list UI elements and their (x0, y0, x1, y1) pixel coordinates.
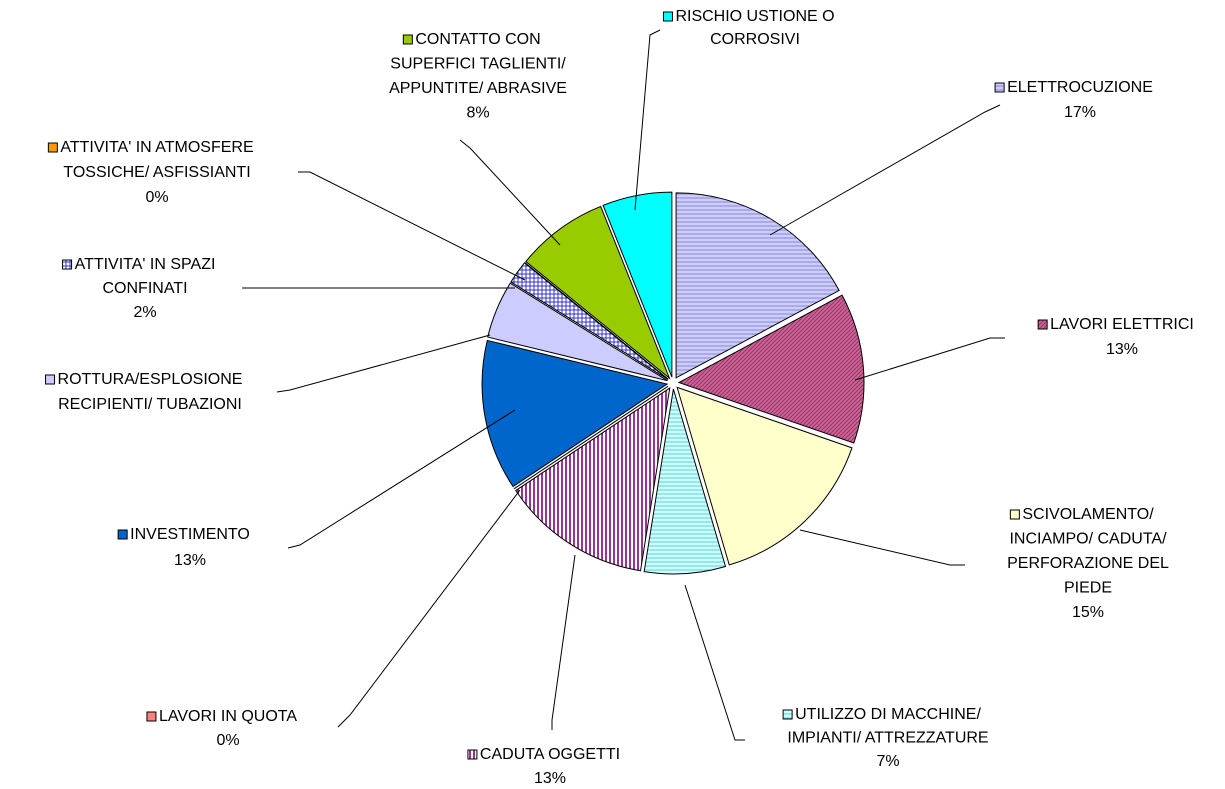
legend-key (782, 709, 793, 720)
slice-label: ELETTROCUZIONE (1007, 79, 1153, 96)
slice-label: ATTIVITA' IN ATMOSFERE (60, 139, 253, 156)
slice-label: CONTATTO CON (415, 31, 540, 48)
slice-label: LAVORI IN QUOTA (159, 708, 297, 725)
slice-label: CADUTA OGGETTI (480, 746, 620, 763)
pie-slice (487, 282, 668, 382)
legend-key (146, 711, 157, 722)
slice-label: APPUNTITE/ ABRASIVE (389, 80, 567, 97)
legend-key (662, 11, 673, 22)
slice-label: IMPIANTI/ ATTREZZATURE (787, 730, 988, 747)
value-label: 15% (1072, 604, 1104, 621)
pie-slice (602, 191, 673, 378)
slice-label: ATTIVITA' IN SPAZI (75, 256, 216, 273)
leader-line (459, 139, 561, 246)
slice-label: PERFORAZIONE DEL (1007, 555, 1169, 572)
slice-label: TOSSICHE/ ASFISSIANTI (63, 164, 250, 181)
pie-slice (677, 294, 865, 444)
legend-key (62, 259, 73, 270)
legend-key (402, 34, 413, 45)
slice-label: CONFINATI (102, 280, 187, 297)
value-label: 17% (1064, 104, 1096, 121)
leader-line (287, 409, 516, 549)
pie-slice (525, 205, 671, 380)
leader-line (298, 171, 526, 281)
pie-slice (481, 339, 669, 488)
legend-key (1009, 509, 1020, 520)
value-label: 13% (174, 552, 206, 569)
legend-key (45, 374, 56, 385)
pie-slice (643, 388, 727, 575)
pie-slice (675, 192, 840, 379)
slice-label: INVESTIMENTO (130, 526, 250, 543)
leader-line (551, 554, 576, 730)
slice-label: CORROSIVI (710, 31, 800, 48)
legend-key (47, 142, 58, 153)
slice-label: RISCHIO USTIONE O (675, 8, 834, 25)
slice-label: INCIAMPO/ CADUTA/ (1009, 531, 1167, 548)
value-label: 7% (876, 753, 899, 770)
slice-label: ROTTURA/ESPLOSIONE (58, 371, 243, 388)
legend-key (467, 749, 478, 760)
leader-line (854, 337, 1005, 381)
pie-slice (676, 386, 853, 566)
value-label: 2% (133, 304, 156, 321)
value-label: 13% (1106, 341, 1138, 358)
slice-label: RECIPIENTI/ TUBAZIONI (58, 396, 242, 413)
pie-slice (515, 386, 671, 572)
leader-line (634, 29, 661, 211)
value-label: 8% (466, 105, 489, 122)
legend-key (1037, 319, 1048, 330)
value-label: 0% (216, 732, 239, 749)
slice-label: PIEDE (1064, 580, 1112, 597)
slice-label: LAVORI ELETTRICI (1050, 316, 1194, 333)
legend-key (117, 529, 128, 540)
leader-line (799, 529, 965, 566)
leader-line (684, 584, 745, 741)
leader-line (769, 104, 1001, 236)
leader-line (276, 334, 491, 393)
slice-label: SUPERFICI TAGLIENTI/ (390, 56, 566, 73)
leader-line (337, 489, 521, 728)
value-label: 13% (534, 770, 566, 787)
value-label: 0% (145, 189, 168, 206)
slice-label: UTILIZZO DI MACCHINE/ (795, 706, 981, 723)
slice-label: SCIVOLAMENTO/ (1022, 506, 1154, 523)
legend-key (994, 82, 1005, 93)
